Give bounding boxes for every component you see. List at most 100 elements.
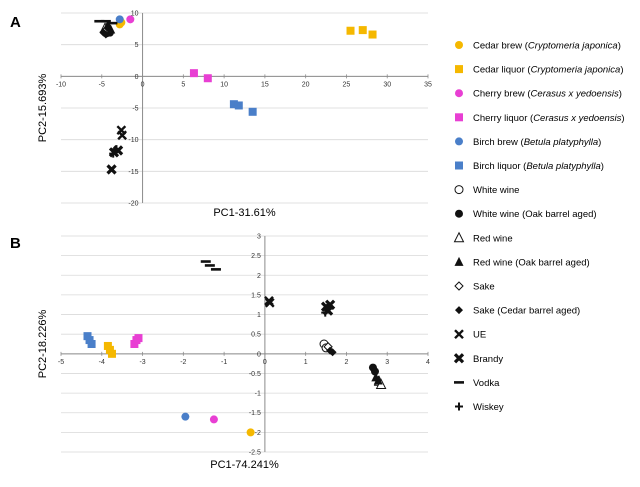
- chart-b-x-tick-label: -4: [99, 359, 105, 366]
- chart-a-point: [115, 15, 124, 24]
- chart-a-series-vodka: [94, 19, 118, 25]
- chart-a-y-axis-title: PC2-15.693%: [37, 74, 49, 143]
- chart-a-x-tick-label: 5: [181, 81, 185, 88]
- chart-b-point: [134, 334, 143, 343]
- legend-item: Cherry brew (Cerasus x yedoensis): [455, 89, 622, 100]
- legend: Cedar brew (Cryptomeria japonica) Cedar l…: [453, 41, 625, 413]
- chart-b-y-tick-label: 1.5: [251, 292, 261, 299]
- legend-marker: [453, 353, 465, 364]
- chart-a: -10 -5 0 5 10 15 20 25 30 35 10 5 0 -5 -10 -15 -20 PC1-31…: [37, 11, 432, 220]
- chart-b-point: [204, 264, 215, 267]
- chart-a-x-tick-label: -10: [56, 81, 66, 88]
- legend-label: Brandy: [473, 354, 503, 365]
- legend-label: White wine: [473, 185, 519, 196]
- chart-a-y-tick-label: -15: [128, 169, 138, 176]
- chart-a-series-cherry-liquor: [189, 69, 212, 83]
- chart-a-x-tick-label: -5: [99, 81, 105, 88]
- chart-b-point: [210, 268, 221, 271]
- chart-a-series-cherry-brew: [126, 15, 135, 24]
- chart-b-point: [181, 412, 190, 421]
- legend-label: Cedar brew (Cryptomeria japonica): [473, 41, 621, 52]
- legend-marker: [455, 113, 463, 122]
- legend-label: Red wine: [473, 233, 513, 244]
- legend-marker: [455, 89, 463, 98]
- chart-a-point: [106, 24, 116, 34]
- chart-b-y-tick-label: -1: [255, 391, 261, 398]
- chart-b-series-birch-liquor: [83, 332, 96, 348]
- legend-item: Red wine: [453, 231, 513, 244]
- chart-a-series-wiskey: [109, 145, 121, 158]
- chart-b-x-tick-label: 1: [304, 359, 308, 366]
- legend-marker: [455, 209, 463, 218]
- chart-a-x-axis-title: PC1-31.61%: [213, 207, 276, 219]
- chart-b-point: [107, 349, 116, 358]
- chart-a-y-tick-label: -10: [128, 137, 138, 144]
- chart-a-x-tick-label: 35: [424, 81, 432, 88]
- chart-a-point: [117, 130, 128, 141]
- chart-b-x-tick-label: 3: [385, 359, 389, 366]
- chart-a-x-tick-label: 10: [220, 81, 228, 88]
- legend-item: Cedar liquor (Cryptomeria japonica): [455, 65, 624, 76]
- chart-b-series-cherry-brew: [209, 415, 218, 424]
- legend-item: White wine (Oak barrel aged): [455, 209, 597, 220]
- chart-a-series-birch-brew: [115, 15, 124, 24]
- chart-a-point: [346, 26, 355, 35]
- chart-b-point: [200, 260, 211, 263]
- chart-a-series-birch-liquor: [229, 100, 257, 116]
- legend-label: Sake: [473, 282, 495, 293]
- legend-marker: [454, 256, 464, 266]
- chart-b-point: [264, 297, 275, 308]
- legend-marker: [454, 281, 464, 291]
- panel-a-label: A: [10, 14, 21, 31]
- chart-b-series-sake-cedar-barrel-aged: [326, 346, 337, 357]
- chart-a-x-tick-label: 25: [343, 81, 351, 88]
- chart-b-x-tick-label: -2: [180, 359, 186, 366]
- chart-b-series-birch-brew: [181, 412, 190, 421]
- legend-label: Cherry liquor (Cerasus x yedoensis): [473, 113, 625, 124]
- legend-label: Birch brew (Betula platyphylla): [473, 137, 601, 148]
- chart-a-point: [107, 21, 118, 25]
- legend-marker: [455, 161, 463, 170]
- legend-marker: [454, 185, 464, 195]
- chart-b-series-white-wine-oak-barrel-aged: [368, 363, 379, 376]
- chart-b-x-tick-label: -3: [139, 359, 145, 366]
- chart-b-y-tick-label: -1.5: [249, 410, 261, 417]
- chart-a-point: [229, 100, 238, 109]
- chart-a-point: [109, 149, 118, 158]
- chart-a-point: [368, 30, 377, 39]
- legend-label: Cedar liquor (Cryptomeria japonica): [473, 65, 624, 76]
- legend-label: Vodka: [473, 378, 500, 389]
- chart-b-point: [209, 415, 218, 424]
- chart-a-x-tick-label: 0: [141, 81, 145, 88]
- chart-b-series-ue: [264, 295, 275, 308]
- legend-item: Sake (Cedar barrel aged): [455, 306, 580, 317]
- legend-item: Red wine (Oak barrel aged): [454, 256, 590, 268]
- chart-a-y-tick-label: -5: [132, 106, 138, 113]
- chart-b-y-tick-label: 2.5: [251, 253, 261, 260]
- chart-a-x-tick-label: 30: [383, 81, 391, 88]
- chart-b-point: [321, 308, 330, 317]
- legend-item: Birch brew (Betula platyphylla): [455, 137, 601, 148]
- legend-label: Sake (Cedar barrel aged): [473, 306, 580, 317]
- chart-a-point: [358, 26, 367, 35]
- chart-b-point: [325, 304, 334, 313]
- legend-marker: [455, 137, 463, 146]
- chart-a-point: [126, 15, 135, 24]
- chart-a-point: [189, 69, 198, 78]
- panel-b-label: B: [10, 235, 21, 252]
- legend-marker: [454, 381, 464, 384]
- chart-b-x-tick-label: 4: [426, 359, 430, 366]
- chart-b-y-tick-label: 0: [257, 351, 261, 358]
- legend-item: Wiskey: [455, 402, 504, 413]
- legend-label: Cherry brew (Cerasus x yedoensis): [473, 89, 622, 100]
- chart-a-point: [112, 145, 121, 154]
- chart-b: -5 -4 -3 -2 -1 0 1 2 3 432.521.510.50-0.5-1-1.5-2…: [37, 234, 430, 472]
- chart-b-y-tick-label: -2: [255, 430, 261, 437]
- legend-item: UE: [454, 329, 486, 341]
- chart-a-point: [101, 30, 110, 39]
- legend-item: Brandy: [453, 353, 503, 365]
- legend-item: White wine: [454, 185, 519, 196]
- chart-b-x-tick-label: -1: [221, 359, 227, 366]
- legend-label: UE: [473, 330, 486, 341]
